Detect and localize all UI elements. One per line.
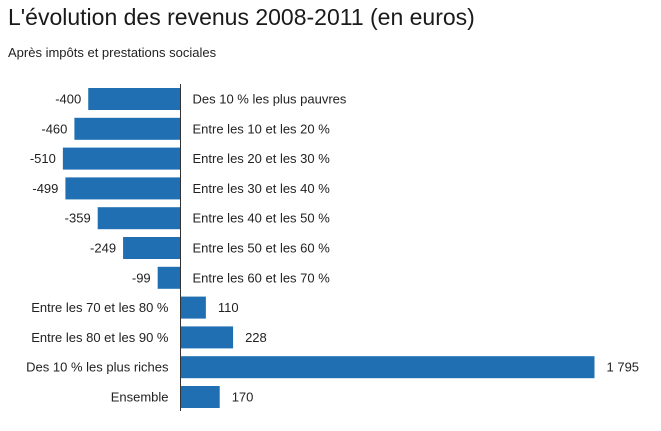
- value-label-11: 170: [232, 390, 254, 405]
- value-label-1: -400: [55, 92, 81, 107]
- category-label-8: Entre les 70 et les 80 %: [31, 300, 169, 315]
- chart-title: L'évolution des revenus 2008-2011 (en eu…: [8, 4, 475, 30]
- category-label-2: Entre les 10 et les 20 %: [193, 121, 331, 136]
- category-label-1: Des 10 % les plus pauvres: [193, 92, 347, 107]
- bar-10: [180, 356, 595, 379]
- bar-11: [180, 386, 220, 408]
- value-label-10: 1 795: [607, 360, 640, 375]
- category-label-3: Entre les 20 et les 30 %: [193, 151, 331, 166]
- value-label-9: 228: [245, 330, 267, 345]
- category-label-9: Entre les 80 et les 90 %: [31, 330, 169, 345]
- bar-1: [88, 88, 181, 110]
- value-label-2: -460: [41, 121, 67, 136]
- category-label-4: Entre les 30 et les 40 %: [193, 181, 331, 196]
- value-label-7: -99: [132, 270, 151, 285]
- bar-7: [157, 266, 181, 289]
- bar-8: [180, 296, 206, 319]
- category-label-5: Entre les 40 et les 50 %: [193, 211, 331, 226]
- bar-9: [180, 326, 234, 349]
- value-label-4: -499: [32, 181, 58, 196]
- category-label-7: Entre les 60 et les 70 %: [193, 270, 331, 285]
- category-label-11: Ensemble: [111, 390, 169, 405]
- bar-2: [74, 117, 181, 140]
- bar-4: [65, 177, 181, 200]
- category-label-10: Des 10 % les plus riches: [26, 360, 169, 375]
- value-label-6: -249: [90, 241, 116, 256]
- category-label-6: Entre les 50 et les 60 %: [193, 241, 331, 256]
- chart-subtitle: Après impôts et prestations sociales: [8, 45, 217, 60]
- bar-6: [123, 237, 181, 259]
- bar-3: [62, 147, 181, 170]
- value-label-3: -510: [30, 151, 56, 166]
- value-label-8: 110: [218, 300, 239, 315]
- bar-5: [97, 207, 181, 230]
- value-label-5: -359: [65, 211, 91, 226]
